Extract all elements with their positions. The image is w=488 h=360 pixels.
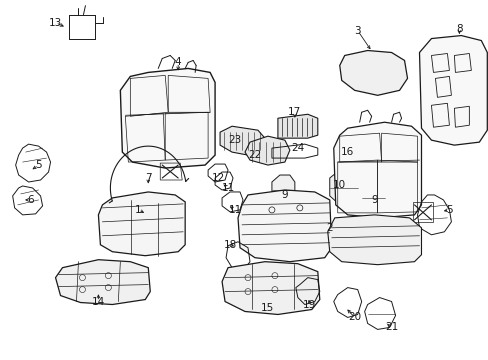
Text: 7: 7 [144,173,151,183]
Text: 9: 9 [281,190,287,200]
Text: 20: 20 [347,312,361,323]
Polygon shape [277,114,317,138]
Text: 22: 22 [248,150,261,160]
Polygon shape [120,68,215,168]
Polygon shape [329,170,357,203]
Text: 16: 16 [341,147,354,157]
Text: 15: 15 [261,302,274,312]
Text: 24: 24 [291,143,304,153]
Text: 4: 4 [175,58,181,67]
Text: 6: 6 [27,195,34,205]
Text: 14: 14 [92,297,105,306]
Polygon shape [220,126,264,155]
Text: 23: 23 [228,135,241,145]
Polygon shape [271,175,294,205]
Text: 10: 10 [332,180,346,190]
Text: 5: 5 [445,205,452,215]
Text: 18: 18 [223,240,236,250]
Text: 3: 3 [354,26,360,36]
Text: 11: 11 [228,205,241,215]
Text: 17: 17 [287,107,301,117]
Text: 8: 8 [455,24,462,33]
Polygon shape [327,215,421,265]
Text: 13: 13 [49,18,62,28]
Polygon shape [333,122,421,218]
Text: 19: 19 [303,300,316,310]
Polygon shape [238,190,331,262]
Polygon shape [98,192,185,256]
Polygon shape [339,50,407,95]
Text: 1: 1 [135,205,142,215]
Text: 21: 21 [384,323,397,332]
Text: 5: 5 [35,160,42,170]
Polygon shape [361,183,384,213]
Polygon shape [222,262,319,315]
Text: 2: 2 [326,223,332,233]
Polygon shape [56,260,150,305]
Text: 11: 11 [221,183,234,193]
Polygon shape [419,36,487,145]
Polygon shape [244,136,289,165]
Text: 12: 12 [211,173,224,183]
Text: 9: 9 [370,195,377,205]
